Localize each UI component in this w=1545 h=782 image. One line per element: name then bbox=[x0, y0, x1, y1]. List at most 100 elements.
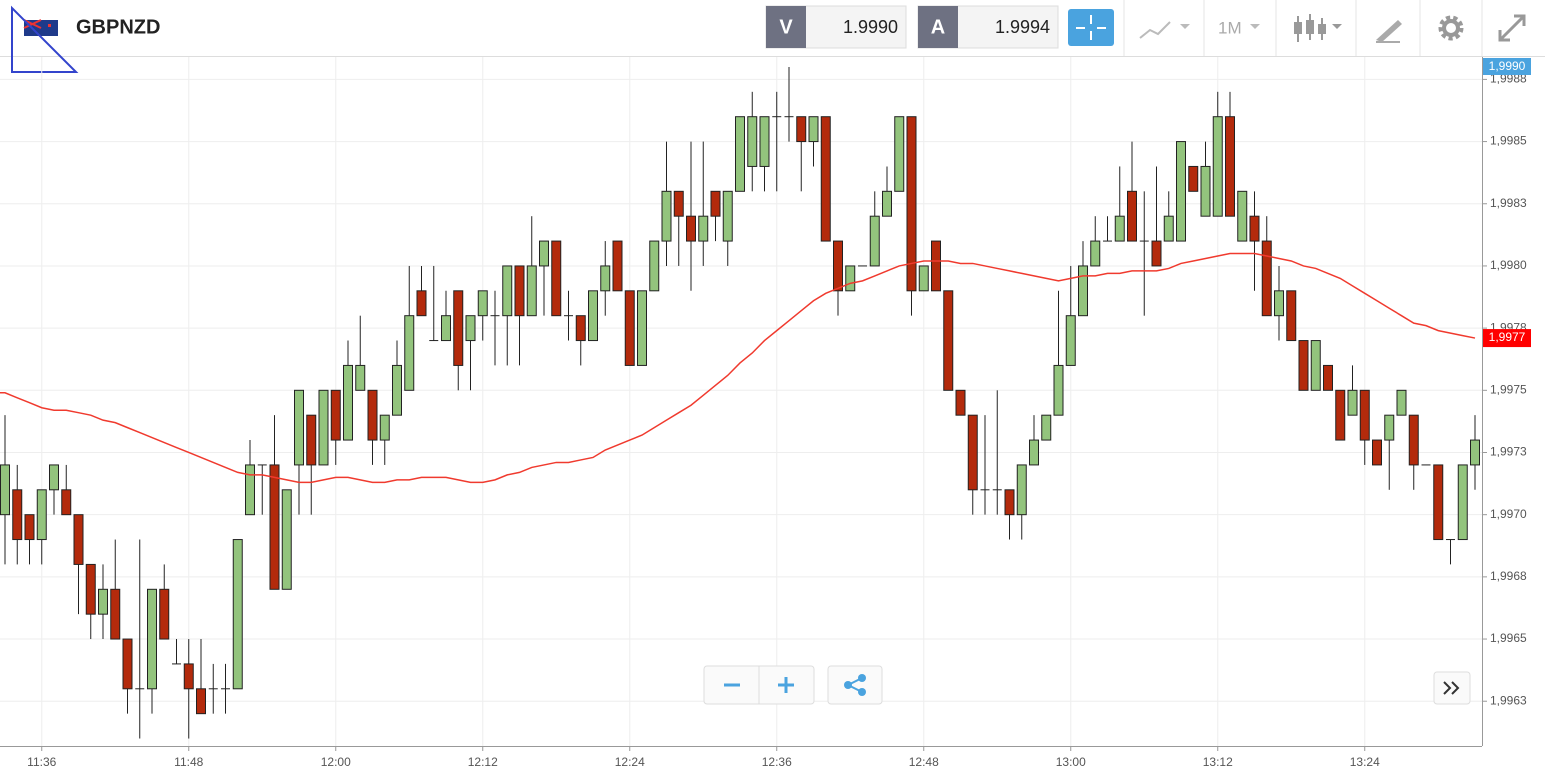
candle-body bbox=[1470, 439, 1480, 466]
candle-body bbox=[1200, 165, 1211, 217]
candle-body bbox=[759, 116, 770, 167]
y-tick-label: 1,9973 bbox=[1490, 445, 1527, 459]
candle-body bbox=[196, 688, 206, 715]
timeframe-caret bbox=[1250, 24, 1260, 29]
candle-body bbox=[808, 116, 819, 143]
chart-type-button[interactable] bbox=[1139, 21, 1190, 39]
candle-body bbox=[1163, 215, 1174, 242]
moving-average bbox=[0, 252, 1476, 484]
flag bbox=[11, 5, 79, 73]
candle-body bbox=[1016, 464, 1027, 516]
candle-style-button[interactable] bbox=[1294, 14, 1342, 42]
candle-body bbox=[1237, 190, 1248, 242]
candle-body bbox=[110, 588, 121, 640]
x-tick-label: 13:12 bbox=[1203, 755, 1233, 769]
toolbar-separators bbox=[1123, 0, 1483, 56]
candle-body bbox=[1004, 489, 1015, 516]
candle-body bbox=[1408, 414, 1419, 466]
candle-body bbox=[1249, 215, 1260, 242]
candle-body bbox=[269, 464, 280, 590]
candle-body bbox=[661, 190, 672, 242]
candle-body bbox=[24, 514, 35, 541]
ma-tag: 1,9977 bbox=[1489, 330, 1526, 344]
crosshair-button[interactable] bbox=[1068, 9, 1114, 46]
ask-label: A bbox=[931, 16, 945, 38]
candle-body bbox=[1396, 389, 1407, 416]
candle-body bbox=[232, 539, 243, 690]
share-button[interactable] bbox=[827, 665, 883, 705]
candle-body bbox=[624, 290, 635, 366]
draw-tool-button[interactable] bbox=[1376, 20, 1402, 43]
x-tick-label: 12:00 bbox=[321, 755, 351, 769]
x-tick-label: 11:48 bbox=[174, 755, 203, 769]
candle-body bbox=[0, 464, 10, 516]
y-tick-label: 1,9988 bbox=[1490, 72, 1527, 86]
candle-body bbox=[906, 116, 917, 292]
candle-body bbox=[845, 265, 856, 292]
bid-label-box bbox=[766, 6, 806, 48]
y-tick-label: 1,9975 bbox=[1490, 382, 1527, 396]
candle-body bbox=[330, 389, 341, 441]
y-tick-label: 1,9963 bbox=[1490, 693, 1527, 707]
y-tick-label: 1,9985 bbox=[1490, 134, 1527, 148]
candle-body bbox=[551, 240, 562, 317]
candle-body bbox=[882, 190, 892, 217]
candle-body bbox=[1127, 190, 1137, 242]
candle-body bbox=[526, 265, 537, 317]
candle-body bbox=[1433, 464, 1444, 541]
candle-body bbox=[12, 489, 23, 541]
candle-body bbox=[85, 563, 96, 615]
candle-body bbox=[735, 116, 745, 192]
candle-body bbox=[1372, 439, 1382, 466]
candle-body bbox=[588, 290, 598, 342]
candle-body bbox=[98, 588, 108, 615]
candle-body bbox=[637, 290, 647, 366]
candle-body bbox=[1298, 340, 1309, 391]
bid-value: 1.9990 bbox=[843, 17, 898, 37]
candle-body bbox=[404, 315, 415, 391]
x-tick-label: 12:48 bbox=[909, 755, 939, 769]
y-tick-label: 1,9980 bbox=[1490, 258, 1527, 272]
candle-body bbox=[514, 265, 525, 317]
scroll-end-button[interactable] bbox=[1433, 671, 1471, 705]
candle-body bbox=[649, 240, 660, 292]
candle-body bbox=[147, 588, 157, 690]
x-tick-label: 12:36 bbox=[762, 755, 792, 769]
candle-body bbox=[1359, 389, 1370, 441]
y-tick-label: 1,9965 bbox=[1490, 631, 1527, 645]
candle-body bbox=[1212, 116, 1223, 217]
candle-body bbox=[1151, 240, 1162, 267]
candle-body bbox=[1225, 116, 1235, 217]
candle-body bbox=[465, 315, 476, 342]
candle-body bbox=[477, 290, 488, 317]
candle-body bbox=[943, 290, 954, 391]
candle-body bbox=[686, 215, 696, 242]
candle-body bbox=[318, 389, 329, 466]
candle-body bbox=[1114, 215, 1125, 242]
candle-body bbox=[918, 265, 929, 292]
candle-body bbox=[1188, 165, 1199, 192]
candle-body bbox=[600, 265, 611, 292]
candle-body bbox=[245, 464, 255, 516]
candle-body bbox=[441, 315, 451, 342]
price-tag: 1,9990 bbox=[1489, 59, 1526, 73]
timeframe[interactable]: 1M bbox=[1218, 18, 1242, 37]
candle-body bbox=[698, 215, 709, 242]
candle-body bbox=[1078, 265, 1088, 317]
price-tag-box bbox=[1483, 58, 1531, 75]
settings-button[interactable] bbox=[1438, 15, 1464, 41]
x-tick-label: 13:24 bbox=[1350, 755, 1380, 769]
candle-body bbox=[710, 190, 721, 217]
zoom-controls[interactable] bbox=[703, 665, 815, 705]
candle-body bbox=[343, 364, 353, 441]
candle-body bbox=[1323, 364, 1333, 391]
fullscreen-button[interactable] bbox=[1498, 14, 1526, 42]
ask-label-box bbox=[918, 6, 958, 48]
candle-body bbox=[931, 240, 941, 292]
candle-body bbox=[612, 240, 623, 292]
bid-label: V bbox=[779, 16, 793, 38]
candle-body bbox=[1335, 389, 1346, 441]
candle-body bbox=[281, 489, 292, 590]
candle-body bbox=[722, 190, 733, 242]
plot-area: 1,9963 1,9965 1,9968 1,9970 1,9973 1,9975 1,99… bbox=[0, 57, 1531, 769]
